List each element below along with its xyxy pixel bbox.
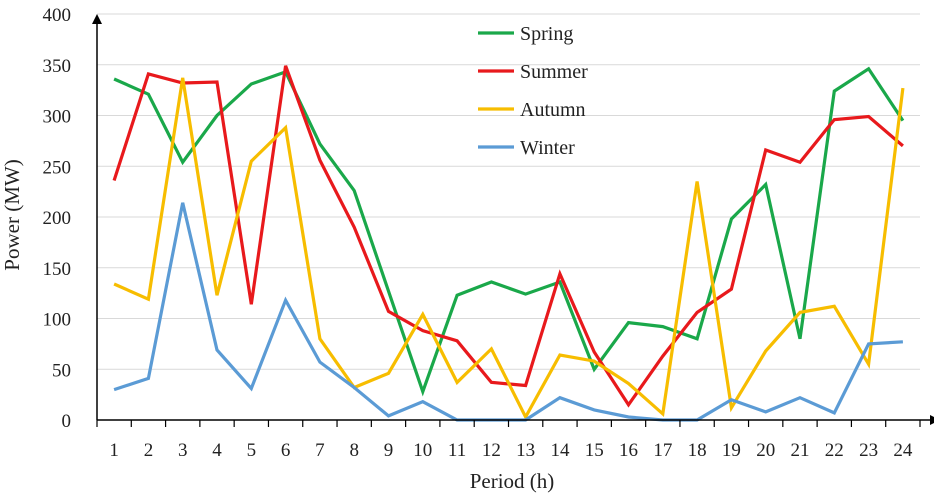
y-tick-labels: 0 50 100 150 200 250 300 350 400 — [43, 5, 72, 432]
x-tick-label: 6 — [281, 440, 291, 461]
x-tick-label: 10 — [413, 440, 432, 461]
legend: Spring Summer Autumn Winter — [478, 23, 588, 159]
x-tick-label: 17 — [653, 440, 672, 461]
y-axis-arrow — [92, 14, 102, 24]
x-tick-label: 22 — [825, 440, 844, 461]
x-tick-label: 4 — [212, 440, 222, 461]
x-tick-label: 2 — [144, 440, 154, 461]
x-tick-label: 3 — [178, 440, 188, 461]
y-tick-label: 350 — [43, 56, 72, 77]
axes — [92, 14, 934, 427]
y-tick-label: 150 — [43, 259, 72, 280]
y-axis-title: Power (MW) — [0, 159, 24, 270]
legend-label-summer: Summer — [520, 61, 588, 83]
x-tick-label: 12 — [482, 440, 501, 461]
x-tick-label: 19 — [722, 440, 741, 461]
x-axis-arrow — [930, 415, 934, 425]
y-tick-label: 50 — [52, 360, 71, 381]
x-tick-label: 18 — [688, 440, 707, 461]
x-tick-label: 8 — [349, 440, 359, 461]
x-axis-title: Period (h) — [470, 469, 555, 493]
x-tick-label: 7 — [315, 440, 325, 461]
x-tick-label: 9 — [384, 440, 394, 461]
x-tick-label: 15 — [585, 440, 604, 461]
x-tick-label: 14 — [550, 440, 570, 461]
x-tick-label: 1 — [109, 440, 119, 461]
y-tick-label: 0 — [62, 411, 72, 432]
series-line-autumn — [113, 77, 905, 421]
series-line-spring — [113, 66, 905, 397]
series-lines — [112, 65, 905, 422]
y-tick-label: 200 — [43, 208, 72, 229]
x-tick-label: 20 — [756, 440, 775, 461]
x-tick-label: 24 — [893, 440, 913, 461]
x-tick-label: 16 — [619, 440, 638, 461]
y-tick-label: 250 — [43, 157, 72, 178]
y-tick-label: 100 — [43, 310, 72, 331]
y-tick-label: 300 — [43, 107, 72, 128]
legend-label-autumn: Autumn — [520, 99, 586, 121]
x-tick-label: 23 — [859, 440, 878, 461]
x-tick-label: 11 — [448, 440, 466, 461]
legend-label-winter: Winter — [520, 137, 575, 159]
gridlines — [97, 13, 920, 370]
x-tick-label: 5 — [247, 440, 257, 461]
y-tick-label: 400 — [43, 5, 72, 26]
legend-label-spring: Spring — [520, 23, 573, 45]
x-tick-label: 21 — [790, 440, 809, 461]
x-tick-label: 13 — [516, 440, 535, 461]
x-tick-labels: 1 2 3 4 5 6 7 8 9 10 11 12 13 14 15 16 17 18 19 20 21 22 23 24 — [109, 440, 912, 461]
